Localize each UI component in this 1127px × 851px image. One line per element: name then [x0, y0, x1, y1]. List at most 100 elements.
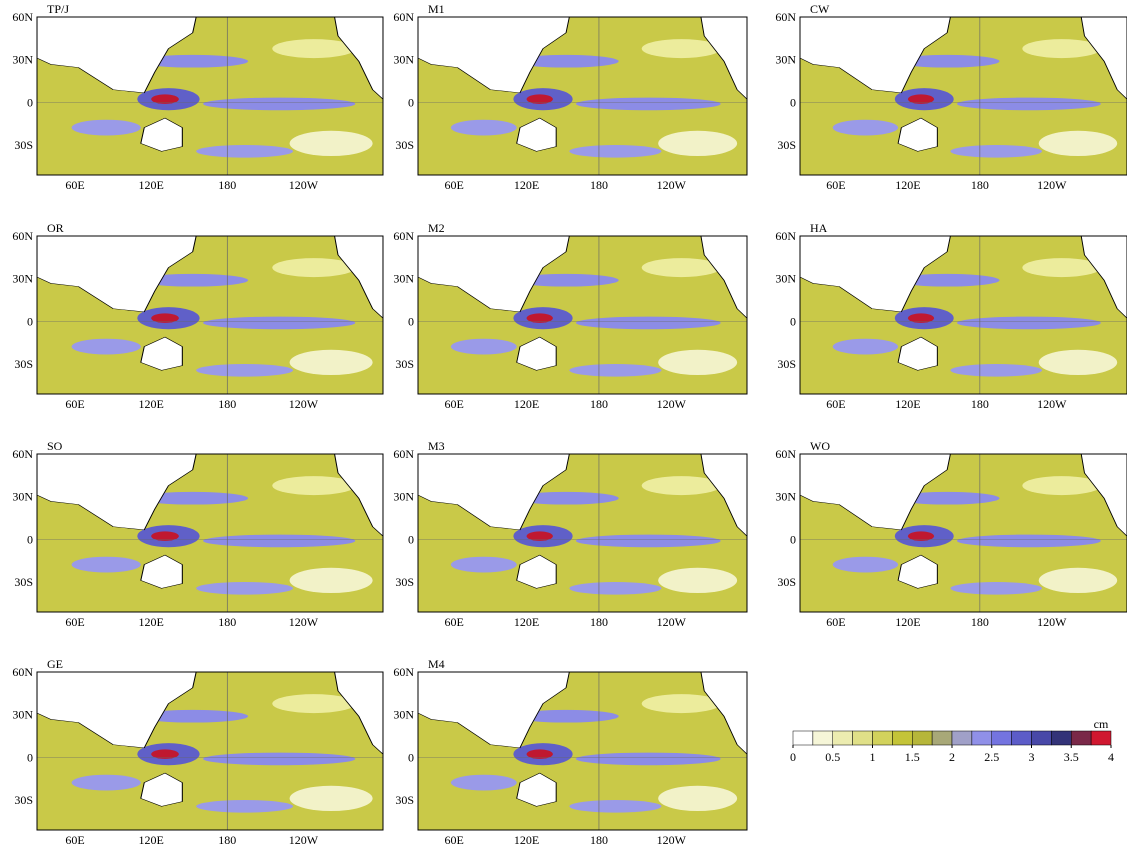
lon-label: 120W — [289, 178, 319, 192]
lon-label: 120E — [139, 615, 164, 629]
panel-label: HA — [810, 221, 828, 235]
colorbar-tick-label: 0.5 — [825, 750, 840, 764]
colorbar-box — [792, 730, 814, 746]
lon-label: 120E — [895, 397, 920, 411]
map-frame — [417, 16, 748, 176]
lon-label: 120E — [514, 178, 539, 192]
map-frame — [36, 671, 384, 831]
colorbar-box — [1090, 730, 1112, 746]
colorbar-tick-label: 2.5 — [984, 750, 999, 764]
map-panel: M1 60N 30N 0 30S 60E 120E 180 120W — [393, 2, 748, 192]
panel-label: SO — [47, 439, 63, 453]
lon-label: 120W — [1037, 397, 1067, 411]
lat-label: 30N — [393, 272, 414, 286]
colorbar-box — [1011, 730, 1032, 746]
lat-label: 30S — [14, 793, 33, 807]
lon-label: 120W — [657, 178, 687, 192]
map-field — [800, 236, 1127, 394]
lon-label: 120E — [514, 397, 539, 411]
lon-label: 60E — [826, 178, 845, 192]
map-frame — [417, 671, 748, 831]
colorbar-tick-label: 3 — [1029, 750, 1035, 764]
map-panel: M2 60N 30N 0 30S 60E 120E 180 120W — [393, 221, 748, 411]
lat-label: 60N — [775, 10, 796, 24]
lat-label: 30S — [777, 138, 796, 152]
lat-label: 60N — [12, 10, 33, 24]
lat-label: 60N — [775, 447, 796, 461]
lon-label: 60E — [445, 833, 464, 846]
map-field — [418, 454, 747, 612]
lat-label: 30S — [777, 575, 796, 589]
lon-label: 180 — [218, 397, 236, 411]
colorbar-box — [832, 730, 853, 746]
lat-label: 30S — [14, 357, 33, 371]
lon-label: 60E — [445, 397, 464, 411]
lat-label: 0 — [27, 750, 33, 764]
lon-label: 180 — [218, 178, 236, 192]
map-frame — [417, 453, 748, 613]
colorbar-box — [1071, 730, 1092, 746]
lon-label: 180 — [218, 615, 236, 629]
lat-label: 60N — [393, 447, 414, 461]
map-field — [800, 17, 1127, 175]
lat-label: 30N — [12, 708, 33, 722]
lat-label: 30S — [395, 138, 414, 152]
lon-label: 180 — [590, 615, 608, 629]
lat-label: 60N — [393, 229, 414, 243]
colorbar-box — [872, 730, 893, 746]
lat-label: 30N — [393, 53, 414, 67]
lat-label: 0 — [27, 314, 33, 328]
map-panel: M3 60N 30N 0 30S 60E 120E 180 120W — [393, 439, 748, 629]
lat-label: 30N — [393, 490, 414, 504]
map-panel: SO 60N 30N 0 30S 60E 120E 180 120W — [12, 439, 384, 629]
lon-label: 60E — [65, 178, 84, 192]
lat-label: 30N — [393, 708, 414, 722]
map-frame — [417, 235, 748, 395]
lon-label: 120W — [1037, 178, 1067, 192]
lon-label: 60E — [445, 178, 464, 192]
map-panel: OR 60N 30N 0 30S 60E 120E 180 120W — [12, 221, 384, 411]
lat-label: 30S — [14, 138, 33, 152]
lat-label: 30N — [775, 272, 796, 286]
lat-label: 30S — [395, 793, 414, 807]
lat-label: 0 — [408, 750, 414, 764]
map-panel: GE 60N 30N 0 30S 60E 120E 180 120W — [12, 657, 384, 847]
lon-label: 180 — [971, 397, 989, 411]
lon-label: 120E — [514, 833, 539, 846]
colorbar-box — [1051, 730, 1072, 746]
lat-label: 30S — [395, 575, 414, 589]
lon-label: 60E — [65, 833, 84, 846]
panel-label: M1 — [428, 2, 445, 16]
lat-label: 0 — [408, 314, 414, 328]
map-field — [418, 17, 747, 175]
colorbar-box — [991, 730, 1012, 746]
lat-label: 0 — [27, 95, 33, 109]
lat-label: 30S — [14, 575, 33, 589]
lat-label: 60N — [775, 229, 796, 243]
panel-label: M4 — [428, 657, 445, 671]
lat-label: 0 — [408, 95, 414, 109]
lat-label: 60N — [12, 447, 33, 461]
lon-label: 60E — [826, 615, 845, 629]
lat-label: 0 — [790, 314, 796, 328]
panel-label: GE — [47, 657, 63, 671]
panel-label: TP/J — [47, 2, 69, 16]
colorbar-unit: cm — [1094, 717, 1109, 731]
panel-label: WO — [810, 439, 830, 453]
colorbar-box — [971, 730, 992, 746]
lon-label: 120E — [514, 615, 539, 629]
lon-label: 120W — [657, 615, 687, 629]
colorbar-box — [912, 730, 933, 746]
colorbar-box — [892, 730, 913, 746]
lon-label: 120E — [895, 178, 920, 192]
map-field — [37, 454, 383, 612]
map-field — [37, 17, 383, 175]
map-frame — [36, 453, 384, 613]
map-frame — [799, 16, 1127, 176]
colorbar-box — [931, 730, 953, 746]
lat-label: 60N — [393, 665, 414, 679]
lat-label: 60N — [12, 665, 33, 679]
colorbar-tick-label: 2 — [949, 750, 955, 764]
lon-label: 120W — [1037, 615, 1067, 629]
